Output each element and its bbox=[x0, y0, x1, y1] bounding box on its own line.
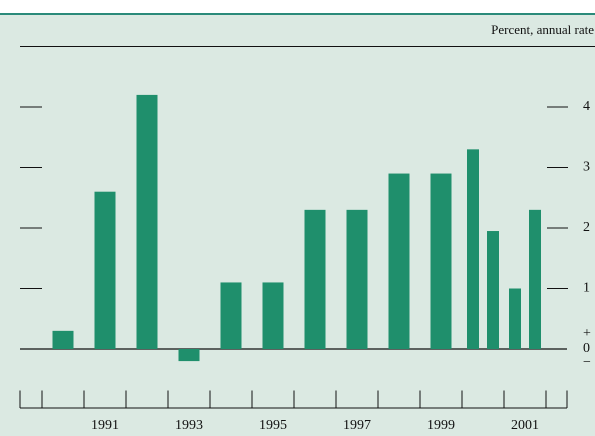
x-tick-label: 1997 bbox=[343, 418, 371, 433]
bar bbox=[467, 149, 479, 349]
bar bbox=[136, 94, 158, 350]
zero-sign: + bbox=[583, 326, 591, 341]
bar bbox=[304, 209, 326, 349]
bar bbox=[52, 330, 74, 349]
bar bbox=[529, 209, 541, 349]
bar bbox=[430, 173, 452, 349]
zero-sign: − bbox=[583, 355, 591, 370]
x-tick-label: 1995 bbox=[259, 418, 287, 433]
y-tick-label: 1 bbox=[583, 281, 590, 296]
y-tick-label: 0 bbox=[583, 341, 590, 356]
bar bbox=[346, 209, 368, 349]
bar bbox=[220, 282, 242, 349]
unit-label: Percent, annual rate bbox=[491, 22, 594, 37]
y-tick-label: 4 bbox=[583, 99, 590, 114]
x-tick-label: 1993 bbox=[175, 418, 203, 433]
y-tick-label: 3 bbox=[583, 160, 590, 175]
x-tick-label: 2001 bbox=[511, 418, 539, 433]
bar bbox=[178, 349, 200, 362]
bar bbox=[388, 173, 410, 349]
x-tick-label: 1999 bbox=[427, 418, 455, 433]
bar bbox=[94, 191, 116, 349]
bar bbox=[487, 231, 499, 349]
y-tick-label: 2 bbox=[583, 220, 590, 235]
bar bbox=[262, 282, 284, 349]
bar bbox=[509, 288, 521, 349]
x-tick-label: 1991 bbox=[91, 418, 119, 433]
background bbox=[0, 14, 595, 436]
